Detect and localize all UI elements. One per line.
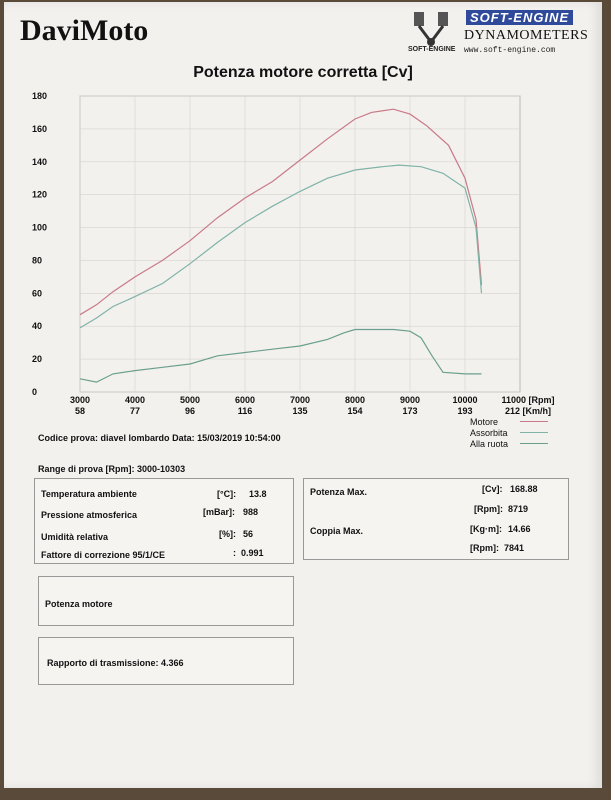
power-rpm-value: 8719 (508, 504, 529, 514)
x-tick-label-kmh: 77 (130, 406, 140, 416)
legend-label: Motore (470, 416, 499, 427)
y-tick-label: 60 (32, 288, 42, 298)
condition-label: Temperatura ambiente (41, 489, 137, 499)
test-date-value: 15/03/2019 10:54:00 (197, 433, 281, 443)
torque-rpm-value: 7841 (504, 543, 525, 553)
logo-tag: SOFT-ENGINE (466, 10, 574, 25)
series-line-2 (79, 328, 482, 383)
x-tick-label-rpm: 9000 (400, 395, 420, 405)
y-tick-label: 160 (32, 124, 47, 134)
x-axis-label-rpm: 11000 [Rpm] (501, 395, 554, 405)
x-tick-label-rpm: 6000 (235, 395, 255, 405)
logo-url: www.soft-engine.com (464, 46, 556, 55)
test-code-value: diavel lombardo (100, 433, 170, 443)
legend-item-alla-ruota: Alla ruota (470, 438, 548, 449)
condition-value: 13.8 (249, 489, 267, 499)
torque-max-unit: [Kg·m]: (470, 524, 502, 534)
x-tick-label-kmh: 116 (238, 406, 253, 416)
torque-max-value: 14.66 (508, 524, 531, 534)
test-range-label: Range di prova [Rpm]: (38, 464, 135, 474)
power-max-label: Potenza Max. (310, 487, 368, 497)
y-tick-label: 40 (32, 321, 42, 331)
chart-title: Potenza motore corretta [Cv] (193, 64, 413, 81)
engine-pistons-icon (414, 12, 448, 46)
condition-value: 56 (243, 529, 254, 539)
x-tick-label-kmh: 173 (402, 406, 417, 416)
x-tick-label-kmh: 135 (292, 406, 307, 416)
transmission-ratio: Rapporto di trasmissione: 4.366 (47, 658, 184, 668)
x-axis-label-kmh: 212 [Km/h] (505, 406, 551, 416)
condition-label: Fattore di correzione 95/1/CE (41, 550, 166, 560)
y-tick-label: 100 (32, 223, 47, 233)
test-code: Codice prova: diavel lombardo Data: 15/0… (38, 433, 281, 443)
x-tick-label-kmh: 96 (185, 406, 195, 416)
x-tick-label-rpm: 3000 (70, 395, 90, 405)
power-rpm-unit: [Rpm]: (474, 504, 503, 514)
transmission-value: 4.366 (161, 658, 184, 668)
condition-label: Pressione atmosferica (41, 510, 138, 520)
x-tick-label-kmh: 193 (457, 406, 472, 416)
x-tick-label-rpm: 10000 (452, 395, 477, 405)
torque-max-label: Coppia Max. (310, 526, 364, 536)
y-tick-label: 20 (32, 354, 42, 364)
y-tick-label: 120 (32, 190, 47, 200)
legend-item-motore: Motore (470, 416, 548, 427)
test-date-label: Data: (172, 433, 195, 443)
condition-value: 988 (243, 507, 259, 517)
legend-label: Assorbita (470, 427, 508, 438)
condition-label: Umidità relativa (41, 532, 109, 542)
condition-unit: [%]: (219, 529, 236, 539)
condition-unit: [mBar]: (203, 507, 236, 517)
test-range: Range di prova [Rpm]: 3000-10303 (38, 464, 185, 474)
y-tick-label: 80 (32, 255, 42, 265)
transmission-label: Rapporto di trasmissione: (47, 658, 159, 668)
chart-legend: Motore Assorbita Alla ruota (470, 416, 548, 449)
brand-title: DaviMoto (20, 14, 149, 47)
soft-engine-logo: SOFT-ENGINE DYNAMOMETERS www.soft-engine… (404, 8, 594, 60)
conditions-box: Temperatura ambiente [°C]: 13.8 Pression… (34, 478, 294, 564)
x-tick-label-kmh: 154 (347, 406, 362, 416)
x-tick-label-rpm: 4000 (125, 395, 145, 405)
legend-label: Alla ruota (470, 438, 509, 449)
x-tick-label-rpm: 8000 (345, 395, 365, 405)
test-range-value: 3000-10303 (137, 464, 186, 474)
y-tick-label: 140 (32, 157, 47, 167)
x-tick-label-rpm: 7000 (290, 395, 310, 405)
logo-small-text: SOFT-ENGINE (408, 46, 456, 53)
legend-item-assorbita: Assorbita (470, 427, 548, 438)
power-max-value: 168.88 (510, 484, 538, 494)
results-box: Potenza Max. [Cv]: 168.88 [Rpm]: 8719 Co… (303, 478, 569, 560)
condition-value: 0.991 (241, 548, 264, 558)
x-tick-label-rpm: 5000 (180, 395, 200, 405)
chart-grid (79, 95, 521, 393)
condition-unit: [°C]: (217, 489, 237, 499)
power-max-unit: [Cv]: (482, 484, 503, 494)
transmission-box: Rapporto di trasmissione: 4.366 (38, 637, 294, 685)
logo-subtitle: DYNAMOMETERS (464, 28, 589, 43)
power-motor-box: Potenza motore (38, 576, 294, 626)
series-line-1 (79, 164, 483, 329)
condition-unit: : (233, 548, 236, 558)
y-tick-label: 0 (32, 387, 37, 397)
torque-rpm-unit: [Rpm]: (470, 543, 499, 553)
test-code-label: Codice prova: (38, 433, 99, 443)
x-tick-label-kmh: 58 (75, 406, 85, 416)
power-motor-label: Potenza motore (45, 599, 113, 609)
series-line-0 (79, 108, 483, 316)
y-tick-label: 180 (32, 91, 47, 101)
chart-series (79, 108, 483, 383)
